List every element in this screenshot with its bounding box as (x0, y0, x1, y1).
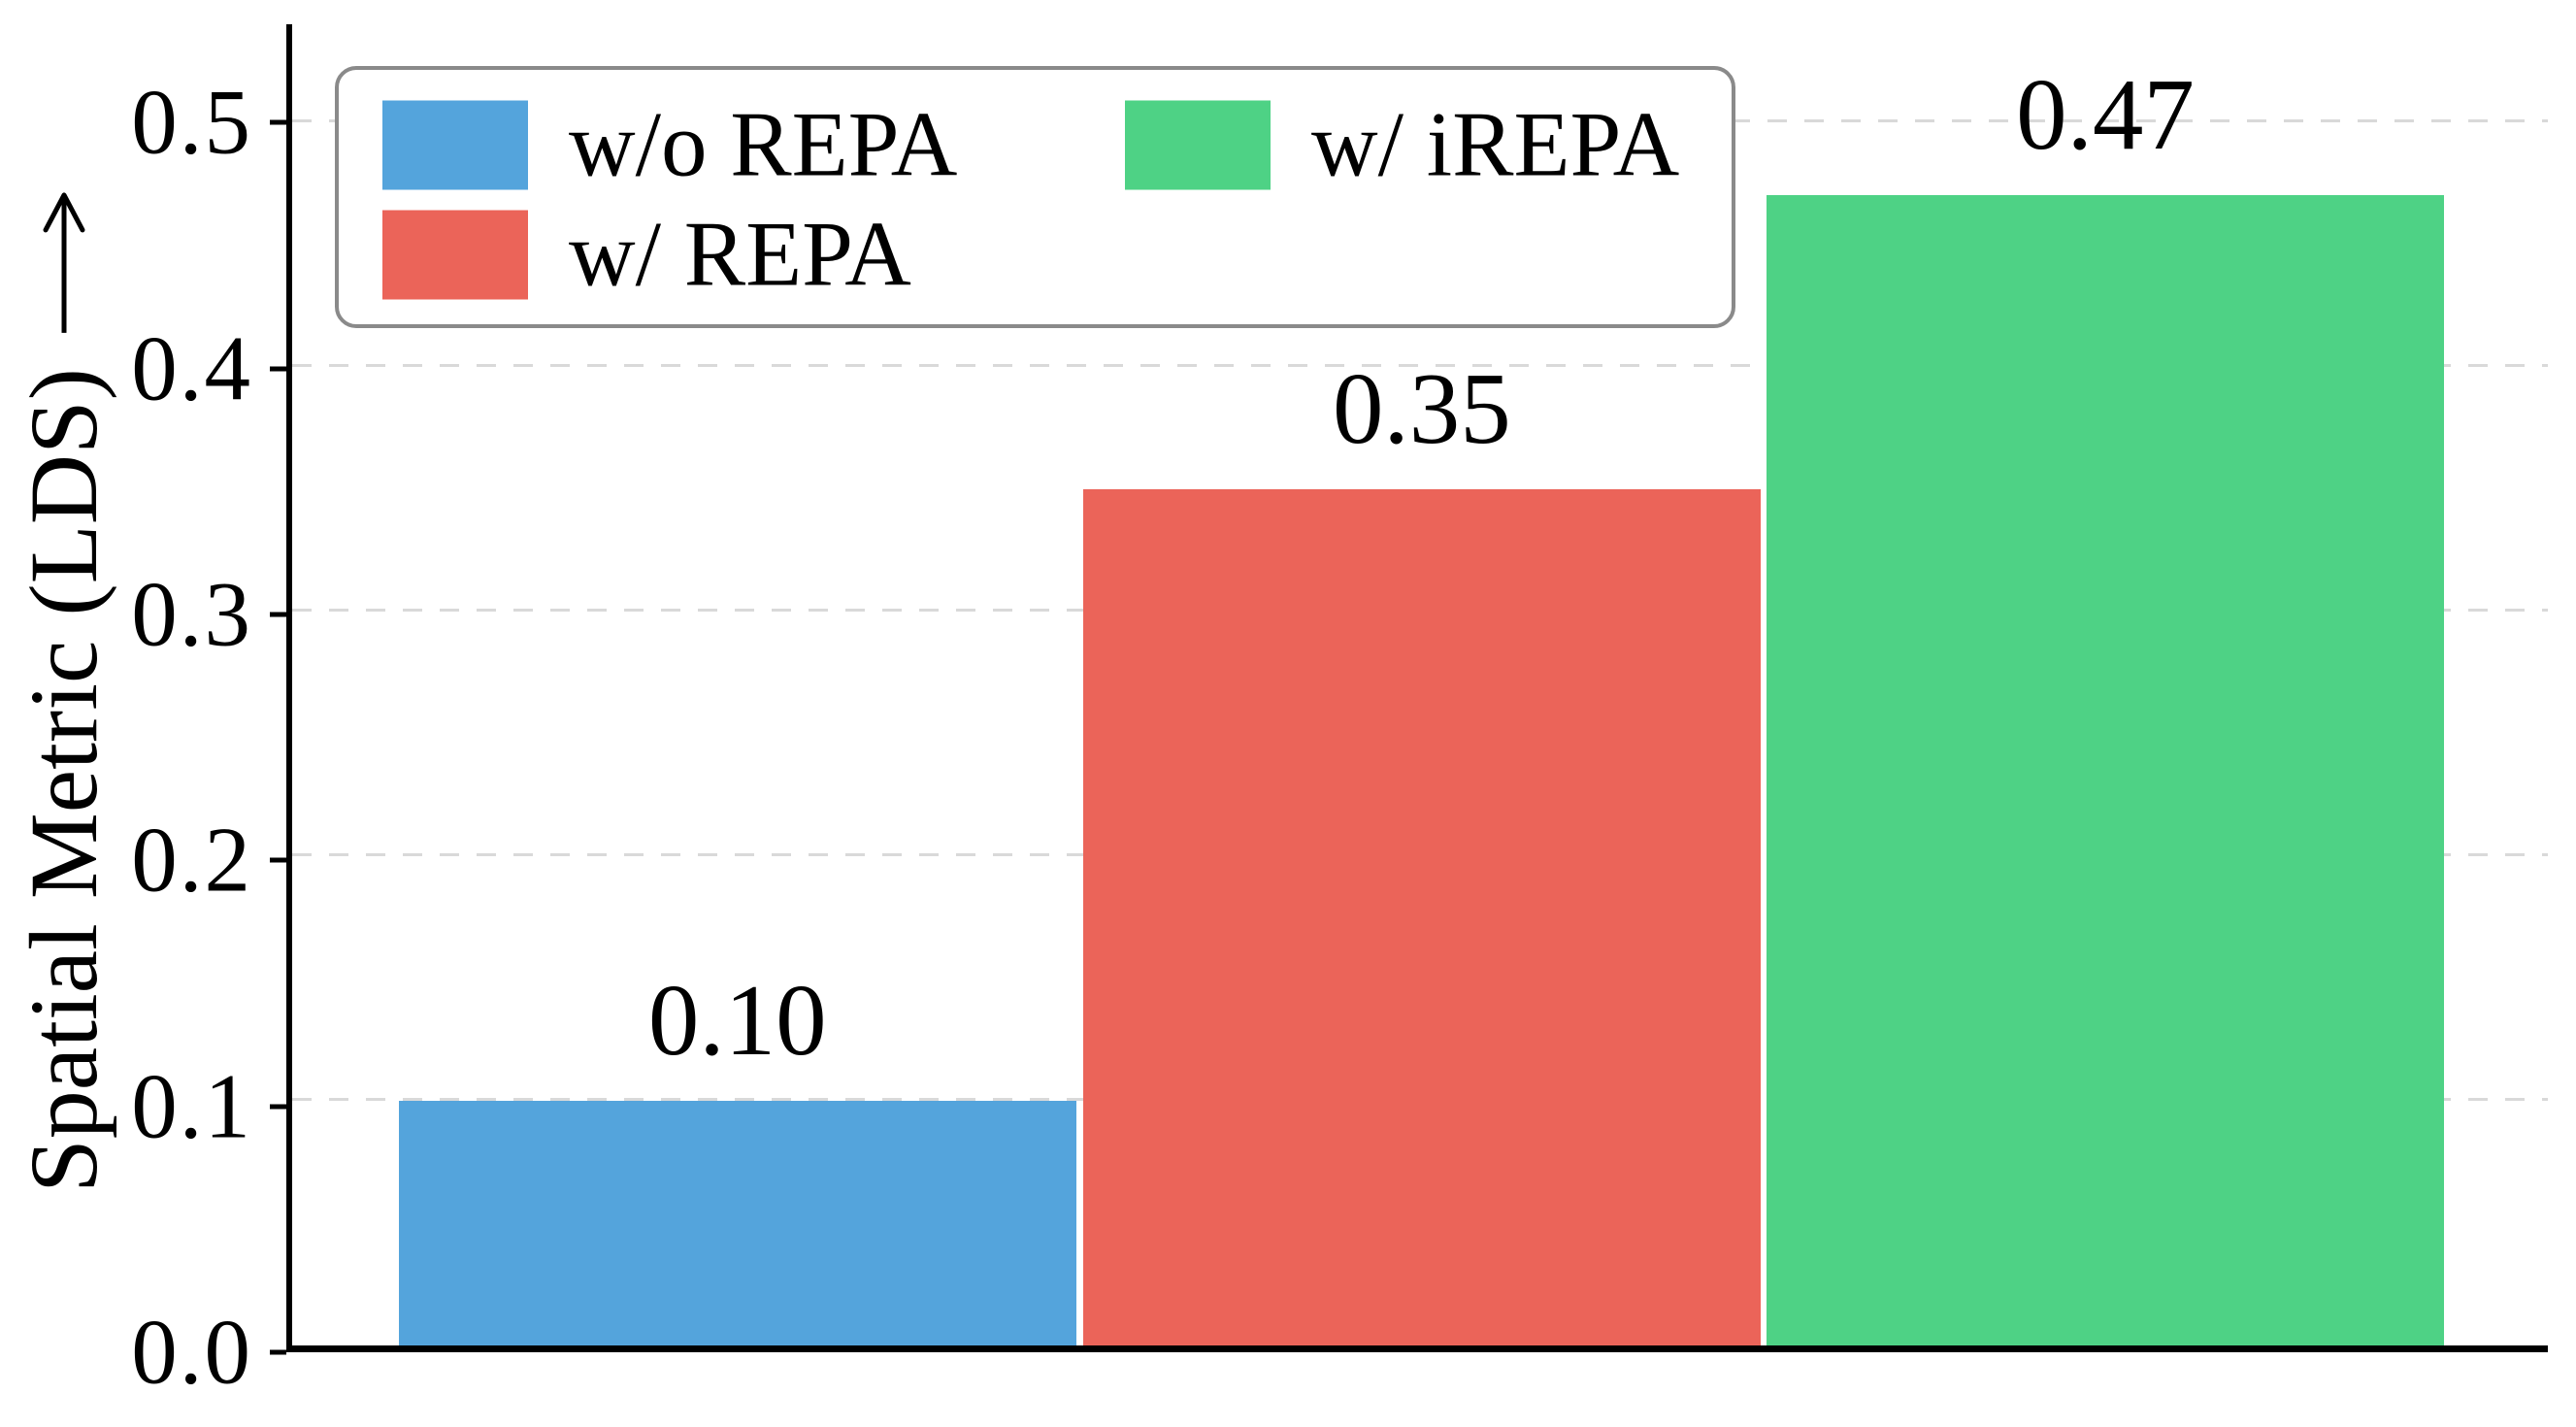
arrow-icon (43, 192, 85, 334)
bar-w-repa (1082, 488, 1761, 1345)
y-tick-mark (270, 366, 286, 372)
y-tick-label: 0.4 (131, 316, 252, 420)
y-tick-mark (270, 857, 286, 863)
y-axis: 0.0 0.1 0.2 0.3 0.4 0.5 (0, 24, 286, 1398)
gridline (292, 363, 2548, 367)
bar-value-label-w-irepa: 0.47 (2016, 57, 2195, 172)
legend-label-w-repa: w/ REPA (569, 202, 911, 306)
y-tick-label: 0.5 (131, 70, 252, 174)
y-tick-mark (270, 119, 286, 125)
legend-item-w-repa: w/ REPA (382, 202, 911, 306)
legend-swatch-w-irepa (1125, 100, 1271, 189)
y-tick-label: 0.1 (131, 1054, 252, 1158)
bar-value-label-wo-repa: 0.10 (647, 962, 827, 1077)
y-tick-mark (270, 1349, 286, 1355)
bar-group-w-repa: 0.35 (1082, 24, 1761, 1345)
y-tick-mark (270, 612, 286, 617)
y-tick-label: 0.0 (131, 1300, 252, 1404)
bar-wo-repa (398, 1100, 1076, 1345)
legend-swatch-wo-repa (382, 100, 528, 189)
bar-w-irepa (1766, 195, 2445, 1345)
legend-swatch-w-repa (382, 210, 528, 299)
bar-group-wo-repa: 0.10 (398, 24, 1076, 1345)
y-tick-label: 0.2 (131, 808, 252, 912)
y-tick-label: 0.3 (131, 562, 252, 666)
legend-item-wo-repa: w/o REPA (382, 92, 958, 196)
y-tick-mark (270, 1104, 286, 1110)
legend: w/o REPA w/ REPA w/ iREPA (335, 66, 1735, 328)
plot-area: 0.10 0.35 0.47 (286, 24, 2548, 1352)
bar-value-label-w-repa: 0.35 (1332, 350, 1511, 465)
legend-label-wo-repa: w/o REPA (569, 92, 958, 196)
y-axis-label: Spatial Metric (LDS) (10, 189, 117, 1193)
legend-label-w-irepa: w/ iREPA (1311, 92, 1680, 196)
y-axis-label-text: Spatial Metric (LDS) (10, 368, 117, 1193)
legend-item-w-irepa: w/ iREPA (1125, 92, 1680, 196)
bar-group-w-irepa: 0.47 (1766, 24, 2445, 1345)
